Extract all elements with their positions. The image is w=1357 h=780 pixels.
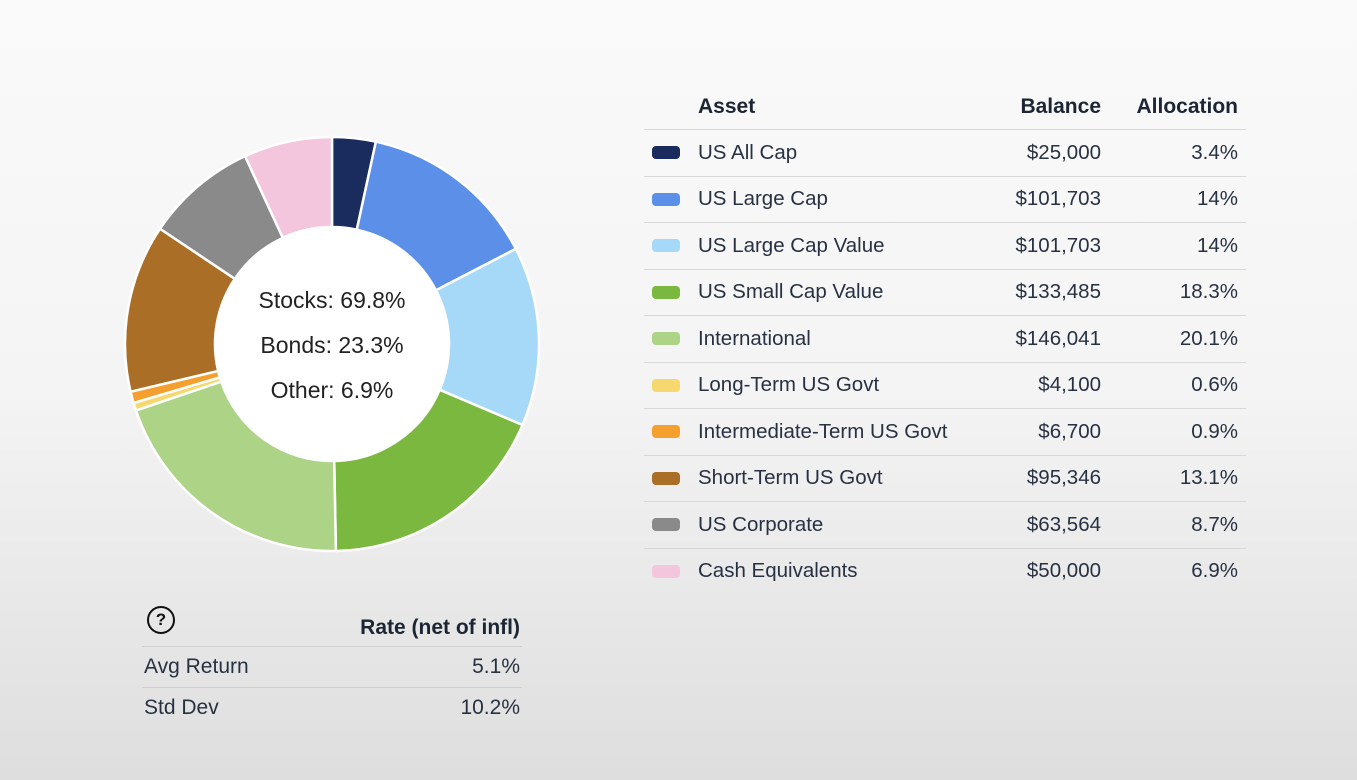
asset-row: US Small Cap Value $133,485 18.3% [644,270,1246,316]
asset-allocation: 14% [1196,187,1238,211]
asset-row: International $146,041 20.1% [644,316,1246,363]
legend-swatch [652,285,680,299]
asset-row: Long-Term US Govt $4,100 0.6% [644,363,1246,409]
asset-row: Intermediate-Term US Govt $6,700 0.9% [644,409,1246,456]
avg-return-value: 5.1% [472,655,520,678]
asset-balance: $101,703 [1015,233,1101,257]
asset-name: Cash Equivalents [698,559,858,583]
allocation-donut-chart: US All CapUS Large CapUS Large Cap Value… [123,135,541,553]
rate-column-header: Rate (net of infl) [360,616,520,639]
asset-balance: $50,000 [1026,559,1101,583]
asset-row: US Corporate $63,564 8.7% [644,502,1246,549]
asset-balance: $25,000 [1026,140,1101,164]
asset-name: US Large Cap Value [698,233,885,257]
asset-name: US Corporate [698,512,824,536]
legend-swatch [652,192,680,206]
legend-swatch [652,332,680,346]
rate-row-std-dev: Std Dev 10.2% [142,688,522,728]
std-dev-label: Std Dev [144,696,219,719]
legend-swatch [652,471,680,485]
asset-row: US Large Cap Value $101,703 14% [644,223,1246,270]
asset-name: US All Cap [698,140,798,164]
asset-name: US Small Cap Value [698,280,884,304]
bonds-summary: Bonds: 23.3% [260,332,404,358]
rate-table: ? Rate (net of infl) Avg Return 5.1% Std… [142,604,522,728]
asset-balance: $95,346 [1026,466,1101,490]
legend-swatch [652,425,680,439]
asset-allocation: 0.9% [1191,419,1238,443]
rate-table-header: ? Rate (net of infl) [142,604,522,647]
question-circle-icon[interactable]: ? [147,606,175,634]
asset-row: US All Cap $25,000 3.4% [644,130,1246,177]
asset-allocation: 18.3% [1179,280,1238,304]
asset-balance: $4,100 [1038,373,1101,397]
other-summary: Other: 6.9% [270,377,394,403]
asset-allocation: 14% [1196,233,1238,257]
asset-allocation: 20.1% [1179,326,1238,350]
asset-allocation: 6.9% [1191,559,1238,583]
asset-balance: $63,564 [1026,512,1101,536]
asset-row: Cash Equivalents $50,000 6.9% [644,549,1246,595]
legend-swatch [652,239,680,253]
asset-balance: $101,703 [1015,187,1101,211]
std-dev-value: 10.2% [460,696,520,719]
asset-allocation-table: Asset Balance Allocation US All Cap $25,0… [644,84,1246,594]
donut-center-summary: Stocks: 69.8% Bonds: 23.3% Other: 6.9% [232,278,432,413]
asset-table-header: Asset Balance Allocation [644,84,1246,130]
asset-name: Long-Term US Govt [698,373,880,397]
avg-return-label: Avg Return [144,655,249,678]
asset-name: International [698,326,811,350]
legend-swatch [652,378,680,392]
asset-row: US Large Cap $101,703 14% [644,177,1246,223]
asset-balance: $133,485 [1015,280,1101,304]
asset-name: US Large Cap [698,187,828,211]
asset-name: Intermediate-Term US Govt [698,419,948,443]
legend-swatch [652,146,680,160]
asset-name: Short-Term US Govt [698,466,883,490]
rate-row-avg-return: Avg Return 5.1% [142,647,522,688]
asset-row: Short-Term US Govt $95,346 13.1% [644,456,1246,502]
asset-allocation: 0.6% [1191,373,1238,397]
allocation-column-header: Allocation [1136,94,1238,118]
stocks-summary: Stocks: 69.8% [258,287,406,313]
donut-hole [215,227,449,461]
legend-swatch [652,564,680,578]
asset-allocation: 13.1% [1179,466,1238,490]
asset-allocation: 8.7% [1191,512,1238,536]
legend-swatch [652,518,680,532]
asset-balance: $146,041 [1015,326,1101,350]
asset-column-header: Asset [698,94,756,118]
asset-allocation: 3.4% [1191,140,1238,164]
asset-balance: $6,700 [1038,419,1101,443]
balance-column-header: Balance [1020,94,1101,118]
